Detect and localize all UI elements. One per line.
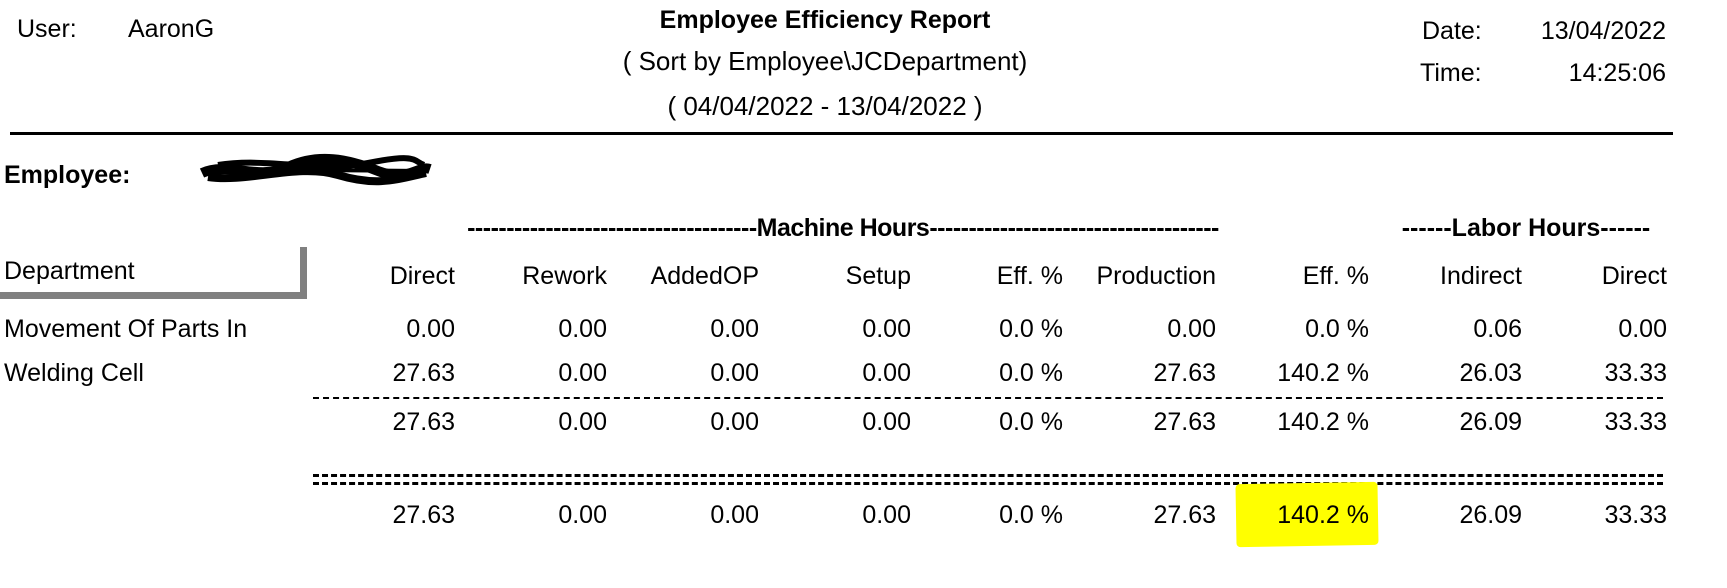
employee-label: Employee:	[4, 161, 131, 189]
subtotal-rework: 0.00	[558, 408, 607, 436]
user-label: User:	[17, 15, 77, 43]
total-setup: 0.00	[862, 501, 911, 529]
col-direct: Direct	[389, 262, 455, 290]
cell-eff1: 0.0 %	[999, 359, 1063, 387]
cell-indirect: 26.03	[1459, 359, 1522, 387]
subtotal-indirect: 26.09	[1459, 408, 1522, 436]
cell-labor-direct: 33.33	[1604, 359, 1667, 387]
cell-setup: 0.00	[862, 315, 911, 343]
cell-labor-direct: 0.00	[1618, 315, 1667, 343]
total-direct: 27.63	[392, 501, 455, 529]
report-title: Employee Efficiency Report	[659, 6, 991, 34]
cell-production: 27.63	[1153, 359, 1216, 387]
row-department: Welding Cell	[4, 359, 144, 387]
time-value: 14:25:06	[1568, 59, 1666, 87]
cell-rework: 0.00	[558, 359, 607, 387]
total-labor-direct: 33.33	[1604, 501, 1667, 529]
subtotal-eff1: 0.0 %	[999, 408, 1063, 436]
cell-eff2: 140.2 %	[1277, 359, 1369, 387]
subtotal-production: 27.63	[1153, 408, 1216, 436]
machine-hours-heading: -------------------------------------Mac…	[467, 214, 1219, 242]
total-production: 27.63	[1153, 501, 1216, 529]
grand-total-rule-top	[313, 474, 1663, 477]
cell-setup: 0.00	[862, 359, 911, 387]
subtotal-addedop: 0.00	[710, 408, 759, 436]
cell-production: 0.00	[1167, 315, 1216, 343]
subtotal-rule	[313, 397, 1663, 399]
cell-addedop: 0.00	[710, 359, 759, 387]
subtotal-direct: 27.63	[392, 408, 455, 436]
col-rework: Rework	[522, 262, 607, 290]
sort-line: ( Sort by Employee\JCDepartment)	[622, 46, 1028, 76]
total-indirect: 26.09	[1459, 501, 1522, 529]
date-value: 13/04/2022	[1540, 17, 1666, 45]
department-frame-bottom	[0, 292, 307, 299]
cell-rework: 0.00	[558, 315, 607, 343]
labor-hours-heading: ------Labor Hours------	[1401, 214, 1651, 242]
subtotal-labor-direct: 33.33	[1604, 408, 1667, 436]
col-eff1: Eff. %	[996, 262, 1063, 290]
col-labor-direct: Direct	[1601, 262, 1667, 290]
department-frame-right	[300, 247, 307, 299]
time-label: Time:	[1420, 59, 1482, 87]
total-eff2: 140.2 %	[1277, 501, 1369, 529]
col-addedop: AddedOP	[650, 262, 759, 290]
redacted-scribble	[199, 153, 432, 186]
col-setup: Setup	[845, 262, 911, 290]
total-eff1: 0.0 %	[999, 501, 1063, 529]
date-label: Date:	[1422, 17, 1482, 45]
subtotal-setup: 0.00	[862, 408, 911, 436]
col-department: Department	[4, 257, 135, 285]
col-indirect: Indirect	[1440, 262, 1522, 290]
date-range: ( 04/04/2022 - 13/04/2022 )	[667, 91, 983, 121]
cell-eff1: 0.0 %	[999, 315, 1063, 343]
col-eff2: Eff. %	[1302, 262, 1369, 290]
grand-total-rule-bottom	[313, 482, 1663, 485]
cell-eff2: 0.0 %	[1305, 315, 1369, 343]
col-production: Production	[1096, 262, 1216, 290]
subtotal-eff2: 140.2 %	[1277, 408, 1369, 436]
department-header-box	[0, 247, 307, 299]
cell-direct: 27.63	[392, 359, 455, 387]
cell-direct: 0.00	[406, 315, 455, 343]
row-department: Movement Of Parts In	[4, 315, 248, 343]
cell-indirect: 0.06	[1473, 315, 1522, 343]
cell-addedop: 0.00	[710, 315, 759, 343]
total-addedop: 0.00	[710, 501, 759, 529]
total-rework: 0.00	[558, 501, 607, 529]
user-value: AaronG	[128, 15, 215, 43]
header-rule	[10, 132, 1673, 135]
